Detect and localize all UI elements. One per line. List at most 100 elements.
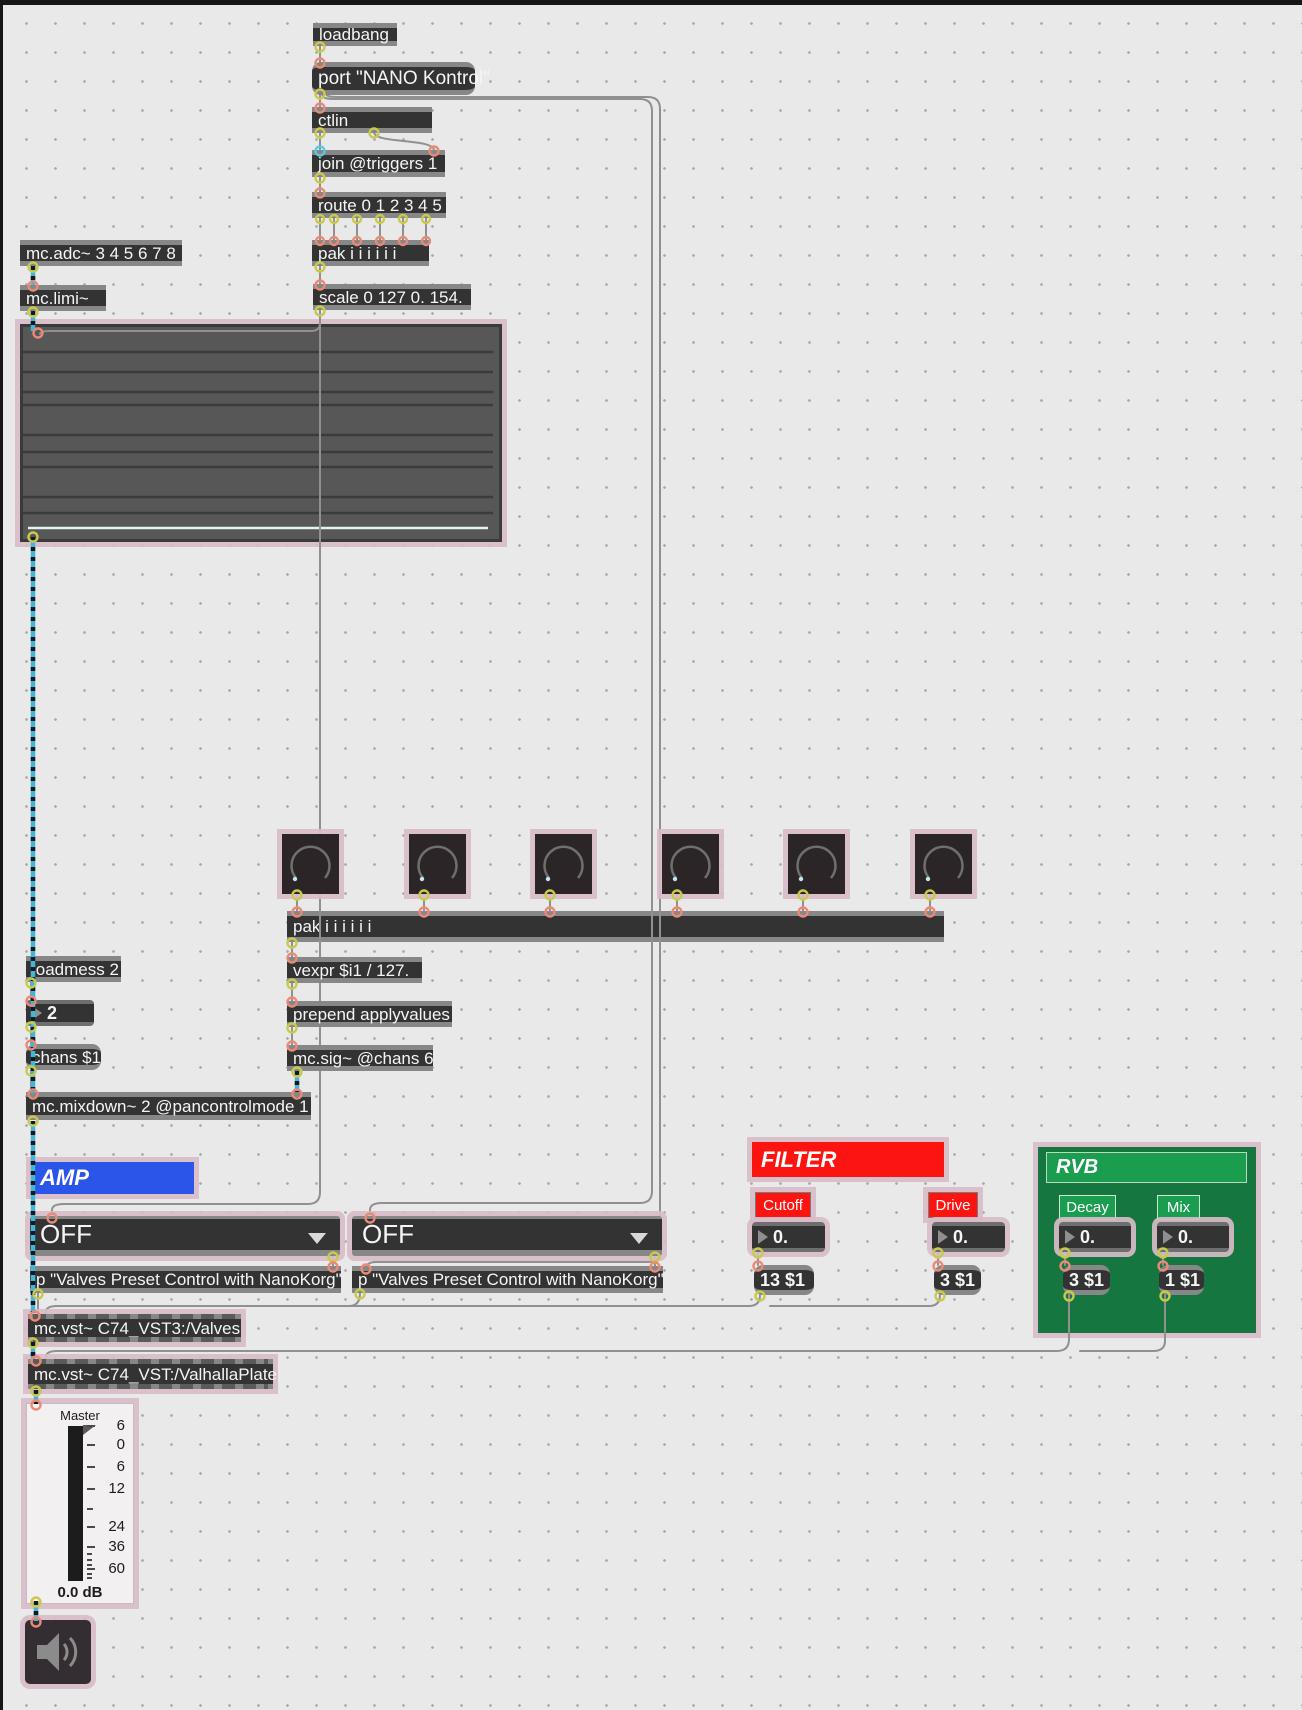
loadbang-object[interactable]: loadbang xyxy=(313,23,397,46)
drive-label: Drive xyxy=(928,1192,978,1218)
decay-message-label: 3 $1 xyxy=(1069,1269,1105,1290)
tick-label: 24 xyxy=(108,1518,125,1535)
dial-4[interactable] xyxy=(662,834,719,894)
port-label: port "NANO Kontrol" xyxy=(318,68,490,89)
reverb-title-label: RVB xyxy=(1056,1156,1099,1178)
scale-object[interactable]: scale 0 127 0. 154. xyxy=(313,284,471,310)
drive-message-label: 3 $1 xyxy=(940,1269,976,1290)
speaker-icon xyxy=(37,1633,78,1671)
amp-panel: AMP xyxy=(31,1162,194,1194)
chans-message[interactable]: chans $1 xyxy=(26,1044,101,1070)
mc-sig-label: mc.sig~ @chans 6 xyxy=(293,1048,434,1068)
decay-value: 0. xyxy=(1080,1226,1096,1247)
mc-sig-object[interactable]: mc.sig~ @chans 6 xyxy=(287,1045,434,1071)
cutoff-number-box[interactable]: 0. xyxy=(752,1222,825,1252)
chans-number-box[interactable]: 2 xyxy=(26,1000,94,1026)
cutoff-label-text: Cutoff xyxy=(763,1196,803,1214)
ezdac-button[interactable] xyxy=(25,1620,91,1684)
pak-midi-label: pak i i i i i i xyxy=(318,243,397,263)
decay-number-box[interactable]: 0. xyxy=(1059,1222,1131,1252)
window-edge-top xyxy=(0,0,1302,5)
mix-message[interactable]: 1 $1 xyxy=(1159,1265,1204,1295)
multislider[interactable] xyxy=(20,324,502,542)
pak-midi-object[interactable]: pak i i i i i i xyxy=(312,240,429,266)
dial-3[interactable] xyxy=(535,834,592,894)
window-edge-left xyxy=(0,0,3,1710)
drive-value: 0. xyxy=(953,1226,969,1247)
vexpr-label: vexpr $i1 / 127. xyxy=(293,960,410,980)
mc-limi-object[interactable]: mc.limi~ xyxy=(20,285,106,311)
amp-panel-label: AMP xyxy=(40,1165,89,1190)
preset-menu-2-value: OFF xyxy=(362,1219,414,1249)
port-message[interactable]: port "NANO Kontrol" xyxy=(312,62,490,95)
decay-label-text: Decay xyxy=(1066,1199,1109,1216)
master-title: Master xyxy=(60,1408,100,1423)
route-label: route 0 1 2 3 4 5 xyxy=(318,195,442,215)
tick-label: 6 xyxy=(116,1417,125,1434)
cutoff-message[interactable]: 13 $1 xyxy=(754,1265,814,1295)
filter-panel: FILTER xyxy=(752,1142,944,1177)
prepend-object[interactable]: prepend applyvalues xyxy=(287,1001,452,1027)
mix-message-label: 1 $1 xyxy=(1165,1269,1201,1290)
reverb-title: RVB xyxy=(1046,1152,1247,1183)
master-fader-graphics xyxy=(68,1425,96,1581)
ctlin-label: ctlin xyxy=(318,110,349,130)
scale-label: scale 0 127 0. 154. xyxy=(319,287,463,307)
loadbang-label: loadbang xyxy=(319,25,389,44)
tick-label: 36 xyxy=(108,1538,125,1555)
mix-label-text: Mix xyxy=(1166,1199,1191,1216)
master-gain-slider[interactable]: Master 6 0 6 12 24 36 60 0.0 dB xyxy=(26,1403,134,1604)
vst-valves-object[interactable]: mc.vst~ C74_VST3:/Valves xyxy=(28,1314,241,1342)
cutoff-value: 0. xyxy=(773,1226,789,1247)
vst-valhalla-label: mc.vst~ C74_VST:/ValhallaPlate xyxy=(34,1364,277,1384)
mix-number-box[interactable]: 0. xyxy=(1157,1222,1229,1252)
preset-subpatch-1-label: p "Valves Preset Control with NanoKorg" xyxy=(36,1270,342,1289)
preset-subpatch-2[interactable]: p "Valves Preset Control with NanoKorg" xyxy=(352,1266,664,1293)
triangle-right-icon xyxy=(938,1230,948,1244)
mc-mixdown-label: mc.mixdown~ 2 @pancontrolmode 1 xyxy=(32,1096,309,1116)
mix-label: Mix xyxy=(1157,1195,1200,1220)
tick-label: 6 xyxy=(116,1458,125,1475)
loadmess-label: loadmess 2 xyxy=(32,959,119,979)
preset-menu-2[interactable]: OFF xyxy=(352,1216,662,1256)
master-db-value: 0.0 dB xyxy=(57,1584,103,1601)
pak-knobs-object[interactable]: pak i i i i i i xyxy=(287,911,944,942)
mc-adc-object[interactable]: mc.adc~ 3 4 5 6 7 8 xyxy=(20,240,182,266)
decay-message[interactable]: 3 $1 xyxy=(1063,1265,1110,1295)
prepend-label: prepend applyvalues xyxy=(293,1004,450,1024)
dial-5[interactable] xyxy=(788,834,845,894)
route-object[interactable]: route 0 1 2 3 4 5 xyxy=(312,192,446,218)
triangle-right-icon xyxy=(32,1006,42,1020)
preset-menu-1[interactable]: OFF xyxy=(30,1216,340,1256)
cutoff-label: Cutoff xyxy=(755,1192,811,1218)
drive-number-box[interactable]: 0. xyxy=(932,1222,1005,1252)
vst-valhalla-object[interactable]: mc.vst~ C74_VST:/ValhallaPlate xyxy=(28,1359,277,1389)
dial-6[interactable] xyxy=(915,834,972,894)
preset-subpatch-1[interactable]: p "Valves Preset Control with NanoKorg" xyxy=(30,1266,342,1293)
preset-menu-1-value: OFF xyxy=(40,1219,92,1249)
tick-label: 0 xyxy=(116,1436,125,1453)
mc-mixdown-object[interactable]: mc.mixdown~ 2 @pancontrolmode 1 xyxy=(26,1092,311,1120)
triangle-right-icon xyxy=(1163,1230,1173,1244)
cutoff-message-label: 13 $1 xyxy=(760,1269,806,1290)
vexpr-object[interactable]: vexpr $i1 / 127. xyxy=(287,957,422,983)
mc-adc-label: mc.adc~ 3 4 5 6 7 8 xyxy=(26,243,176,263)
tick-label: 12 xyxy=(108,1480,125,1497)
join-object[interactable]: join @triggers 1 xyxy=(312,150,445,177)
vst-valves-label: mc.vst~ C74_VST3:/Valves xyxy=(34,1318,241,1338)
preset-subpatch-2-label: p "Valves Preset Control with NanoKorg" xyxy=(358,1270,664,1289)
loadmess-object[interactable]: loadmess 2 xyxy=(26,956,121,982)
drive-message[interactable]: 3 $1 xyxy=(934,1265,981,1295)
chevron-down-icon xyxy=(630,1233,648,1244)
dial-2[interactable] xyxy=(409,834,466,894)
ctlin-object[interactable]: ctlin xyxy=(312,107,432,133)
tick-label: 60 xyxy=(108,1560,125,1577)
multislider-lanes xyxy=(23,350,493,530)
triangle-right-icon xyxy=(758,1230,768,1244)
decay-label: Decay xyxy=(1059,1195,1116,1220)
dial-1[interactable] xyxy=(282,834,339,894)
join-label: join @triggers 1 xyxy=(318,154,438,173)
mix-value: 0. xyxy=(1178,1226,1194,1247)
triangle-right-icon xyxy=(1065,1230,1075,1244)
